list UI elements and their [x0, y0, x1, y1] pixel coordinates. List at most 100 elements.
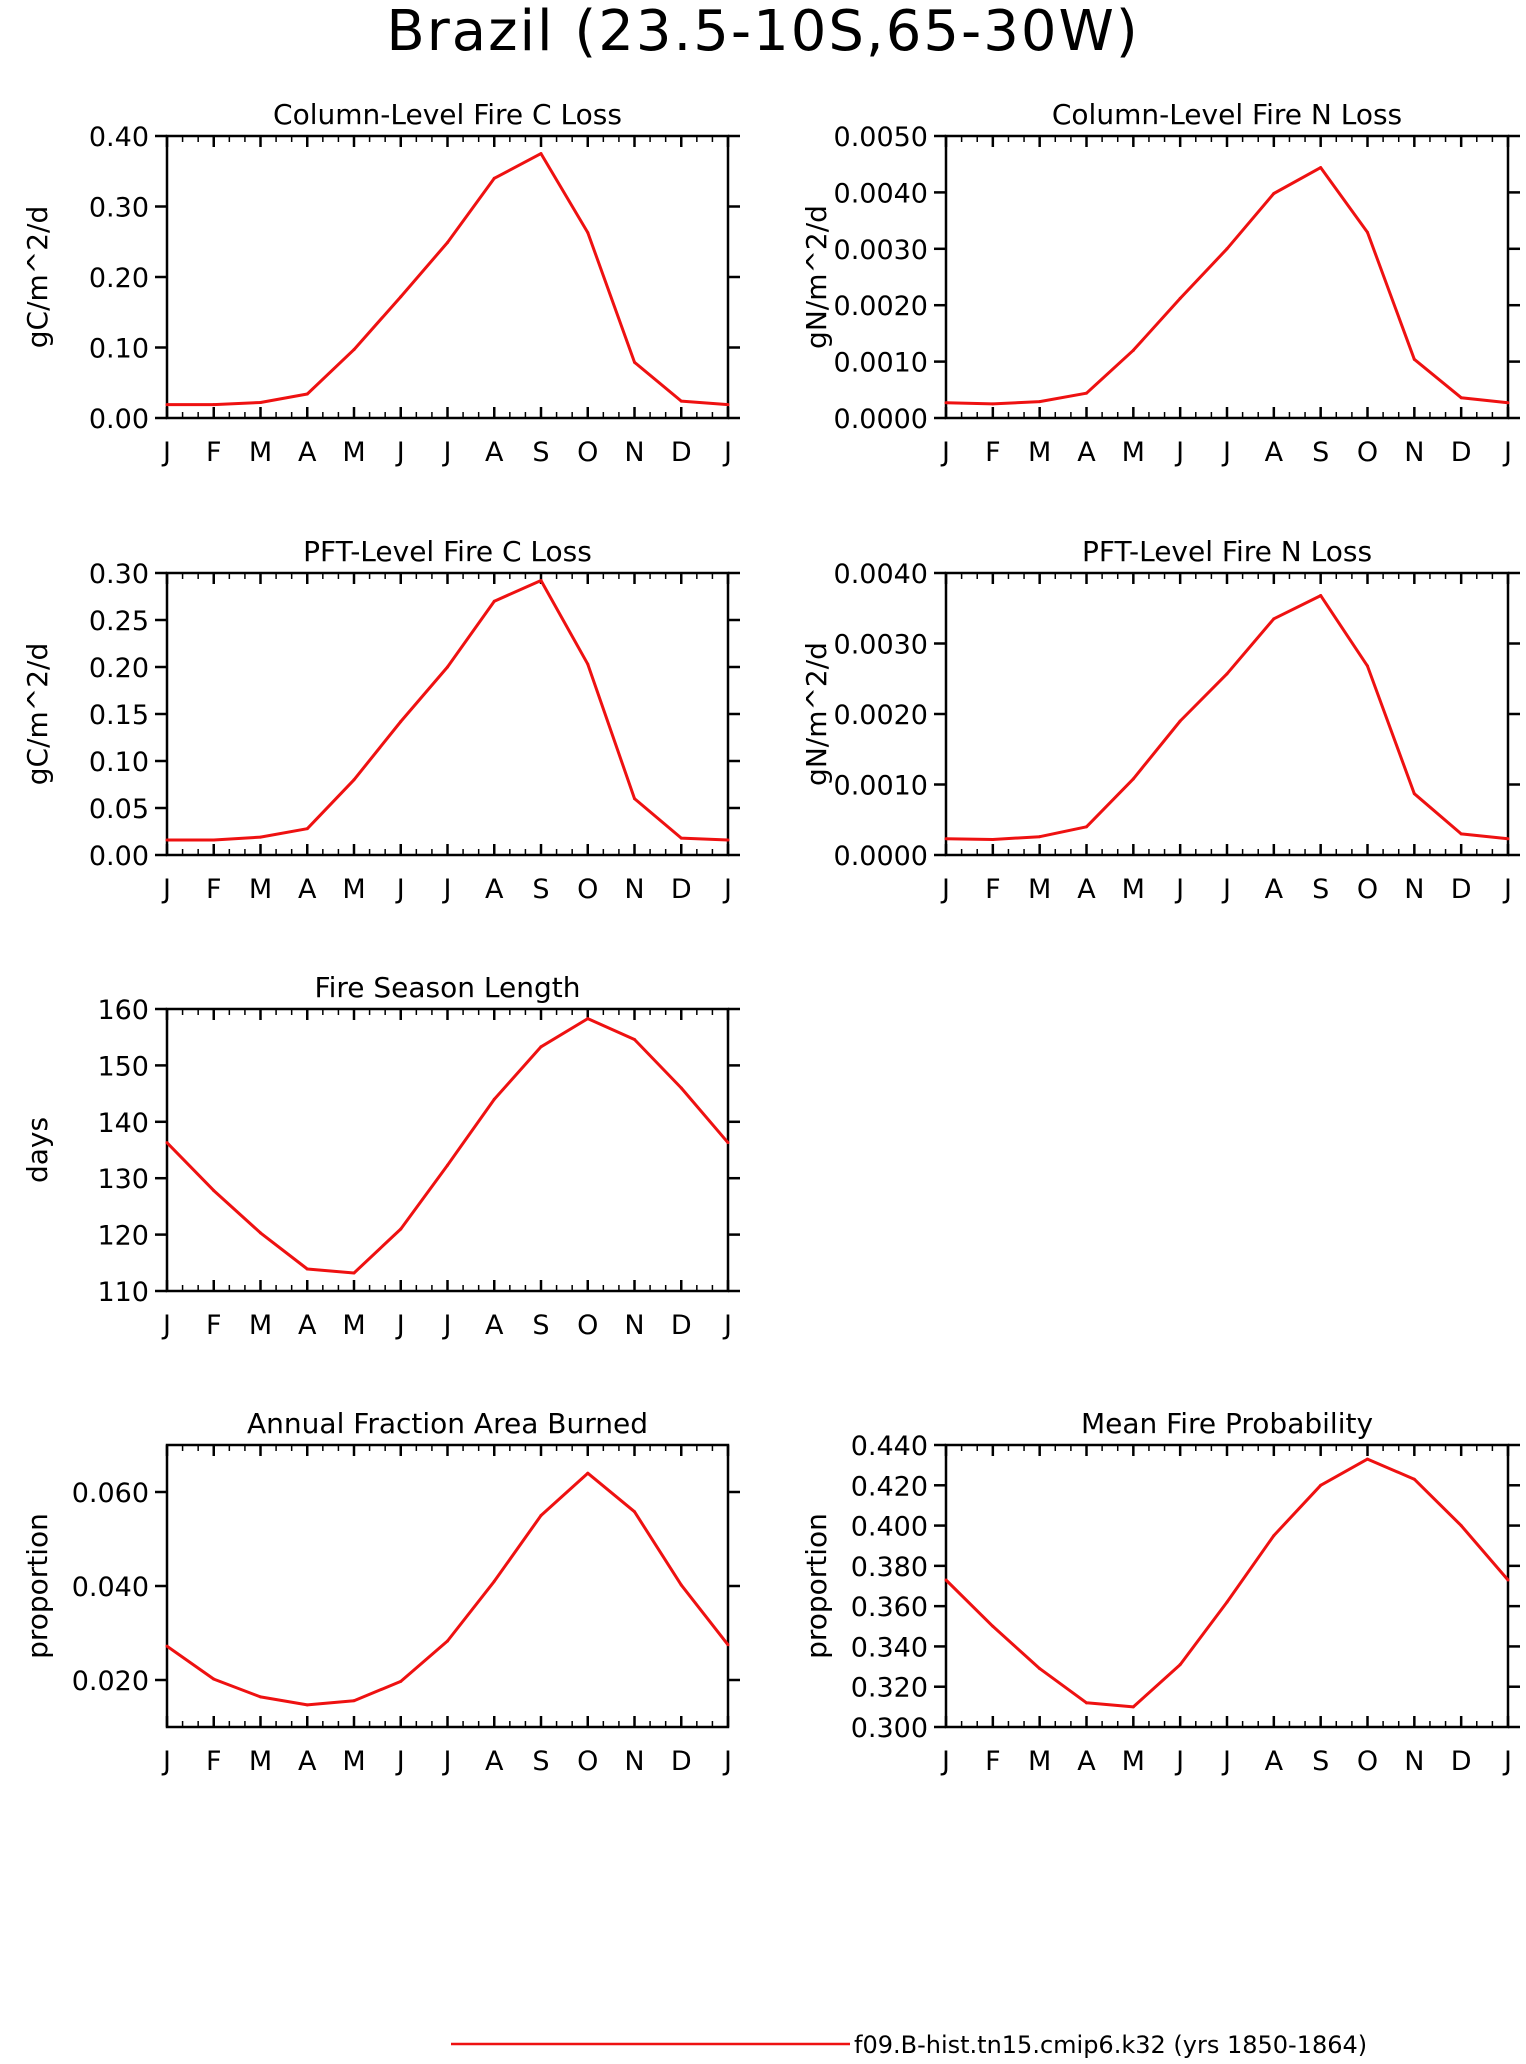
x-tick-label: D — [1451, 1746, 1472, 1777]
data-point — [1319, 1483, 1323, 1487]
x-tick-label: J — [1221, 874, 1231, 905]
data-point — [1506, 1578, 1510, 1582]
x-tick-label: O — [1357, 1746, 1378, 1777]
y-tick-label: 0.0000 — [834, 841, 928, 872]
x-tick-label: F — [206, 1310, 222, 1341]
y-tick-label: 0.15 — [89, 700, 149, 731]
y-axis-label: days — [21, 1117, 54, 1183]
panel-title: Column-Level Fire N Loss — [1052, 98, 1402, 131]
data-point — [1178, 1663, 1182, 1667]
series-line — [944, 1457, 1510, 1709]
data-point — [212, 403, 216, 407]
data-point — [492, 599, 496, 603]
data-point — [1038, 835, 1042, 839]
data-point — [352, 348, 356, 352]
panel-pft-level-fire-c-loss: J F M A M J J A S O N D J0.000.050.100.150.200.250.3… — [21, 535, 740, 905]
x-tick-label: F — [985, 437, 1001, 468]
plot-frame — [165, 571, 730, 857]
series-line — [165, 1017, 730, 1275]
y-tick-label: 0.0040 — [834, 178, 928, 209]
data-point — [539, 1045, 543, 1049]
data-point — [352, 1271, 356, 1275]
data-point — [1085, 825, 1088, 829]
y-tick-label: 0.10 — [89, 334, 149, 365]
x-tick-label: J — [442, 437, 452, 468]
x-tick-label: D — [671, 437, 692, 468]
x-tick-label: A — [298, 1746, 317, 1777]
data-point — [633, 360, 636, 364]
legend: f09.B-hist.tn15.cmip6.k32 (yrs 1850-1864… — [451, 2031, 1367, 2059]
y-tick-label: 0.40 — [89, 122, 149, 153]
x-tick-label: M — [342, 1746, 365, 1777]
x-tick-label: J — [722, 1746, 732, 1777]
data-point — [633, 1510, 636, 1514]
panel-title: PFT-Level Fire C Loss — [303, 535, 592, 568]
data-point — [1272, 1534, 1276, 1538]
x-tick-label: J — [722, 1310, 732, 1341]
data-point — [991, 837, 995, 841]
y-tick-label: 0.25 — [89, 606, 149, 637]
data-point — [446, 1639, 449, 1643]
x-tick-label: S — [532, 1746, 549, 1777]
x-tick-label: M — [1028, 437, 1051, 468]
x-tick-label: J — [395, 874, 405, 905]
x-tick-label: S — [532, 874, 549, 905]
panel-pft-level-fire-n-loss: J F M A M J J A S O N D J0.00000.00100.00200.00300.0… — [800, 535, 1520, 905]
data-point — [1319, 166, 1323, 170]
x-tick-label: J — [161, 1310, 171, 1341]
data-point — [1085, 391, 1088, 395]
series-line — [167, 579, 729, 842]
data-point — [1272, 192, 1276, 196]
data-point — [991, 1624, 995, 1628]
y-tick-label: 0.05 — [89, 794, 149, 825]
y-axis-label: gC/m^2/d — [21, 206, 54, 349]
x-tick-label: J — [1502, 874, 1512, 905]
x-tick-label: J — [395, 437, 405, 468]
x-tick-label: N — [624, 1310, 644, 1341]
panel-annual-fraction-area-burned: J F M A M J J A S O N D J0.0200.0400.060proportionAn… — [21, 1407, 740, 1777]
data-point — [399, 295, 403, 299]
y-tick-label: 0.30 — [89, 193, 149, 224]
panel-column-level-fire-n-loss: J F M A M J J A S O N D J0.00000.00100.00200.00300.0… — [800, 98, 1520, 468]
series-line — [166, 1471, 730, 1707]
x-tick-label: N — [624, 1746, 644, 1777]
x-tick-label: O — [577, 874, 598, 905]
x-tick-label: S — [1312, 1746, 1329, 1777]
x-tick-label: O — [577, 1746, 598, 1777]
x-tick-label: J — [722, 874, 732, 905]
y-tick-label: 160 — [97, 995, 149, 1026]
x-tick-label: O — [1357, 874, 1378, 905]
data-point — [633, 1037, 636, 1041]
data-point — [944, 401, 948, 405]
y-tick-label: 0.380 — [851, 1552, 928, 1583]
data-point — [726, 838, 730, 842]
data-point — [586, 231, 590, 235]
data-point — [679, 1086, 683, 1090]
data-point — [1366, 1457, 1369, 1461]
x-tick-label: J — [395, 1310, 405, 1341]
x-tick-label: F — [206, 1746, 222, 1777]
x-tick-label: A — [298, 437, 317, 468]
panel-fire-season-length: J F M A M J J A S O N D J110120130140150160daysFire … — [21, 971, 740, 1341]
x-tick-label: M — [342, 874, 365, 905]
y-axis-label: gN/m^2/d — [800, 642, 833, 786]
y-tick-label: 0.060 — [72, 1478, 149, 1509]
data-point — [586, 662, 590, 666]
x-tick-label: J — [722, 437, 732, 468]
data-point — [1131, 348, 1135, 352]
x-tick-label: M — [1122, 1746, 1145, 1777]
x-tick-label: F — [985, 1746, 1001, 1777]
plot-frame — [944, 571, 1510, 857]
y-tick-label: 0.340 — [851, 1632, 928, 1663]
x-tick-label: A — [298, 874, 317, 905]
y-tick-label: 0.440 — [851, 1431, 928, 1462]
y-tick-label: 120 — [97, 1221, 149, 1252]
x-tick-label: M — [249, 874, 272, 905]
panel-title: Mean Fire Probability — [1081, 1407, 1373, 1440]
data-point — [1506, 837, 1510, 841]
x-tick-label: J — [1221, 437, 1231, 468]
panel-title: PFT-Level Fire N Loss — [1082, 535, 1372, 568]
y-tick-label: 150 — [97, 1051, 149, 1082]
x-tick-label: M — [1122, 437, 1145, 468]
data-point — [944, 1578, 948, 1582]
